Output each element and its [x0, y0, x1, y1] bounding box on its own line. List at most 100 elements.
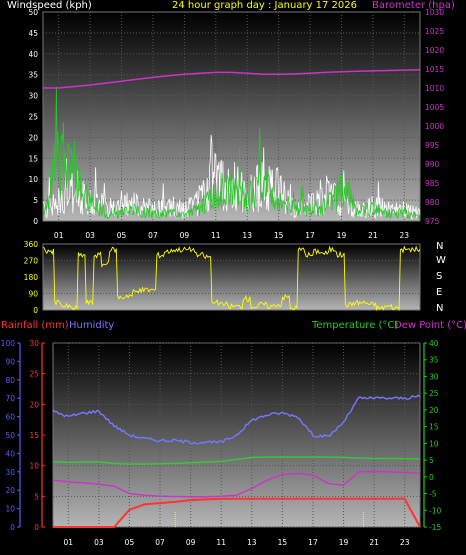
barometer-axis-title: Barometer (hpa) [372, 0, 455, 11]
temperature-axis-tick: 25 [429, 389, 439, 398]
direction-label-e: E [436, 287, 443, 298]
barometer-axis-tick: 1005 [425, 103, 444, 112]
barometer-axis-tick: 1030 [425, 8, 444, 17]
direction-axis-tick: 0 [33, 306, 38, 315]
direction-label-s: S [436, 271, 443, 282]
temperature-axis-tick: 20 [429, 406, 439, 415]
wind-axis-tick: 0 [33, 217, 38, 226]
wind-x-tick: 11 [211, 231, 221, 240]
rainfall-axis-tick: 10 [29, 462, 39, 471]
humidity-line [52, 394, 421, 445]
rain-x-tick: 03 [94, 538, 104, 547]
rainfall-axis-tick: 15 [29, 431, 39, 440]
temperature-axis-tick: 10 [429, 439, 439, 448]
windgust-line [42, 86, 421, 220]
barometer-axis-tick: 1015 [425, 65, 444, 74]
barometer-line [43, 69, 421, 89]
wind-x-tick: 07 [148, 231, 158, 240]
wind-direction-line [42, 245, 421, 312]
wind-x-tick: 05 [117, 231, 127, 240]
rainfall-axis-tick: 30 [29, 339, 39, 348]
temperature-axis-tick: 40 [429, 339, 439, 348]
humidity-axis-tick: 50 [5, 431, 15, 440]
wind-axis-tick: 45 [28, 29, 38, 38]
barometer-axis-tick: 975 [425, 217, 440, 226]
rain-x-tick: 09 [186, 538, 196, 547]
humidity-axis-tick: 70 [5, 394, 15, 403]
rain-x-tick: 11 [216, 538, 226, 547]
humidity-axis-tick: 20 [5, 486, 15, 495]
barometer-axis-tick: 990 [425, 160, 440, 169]
wind-axis-tick: 30 [28, 92, 38, 101]
rainfall-axis-title: Rainfall (mm) [1, 320, 69, 331]
wind-axis-tick: 40 [28, 50, 38, 59]
direction-axis-tick: 90 [28, 290, 38, 299]
wind-x-tick: 19 [337, 231, 347, 240]
barometer-axis-tick: 980 [425, 198, 440, 207]
humidity-axis-tick: 100 [1, 339, 16, 348]
barometer-axis-tick: 1000 [425, 122, 444, 131]
wind-axis-tick: 20 [28, 133, 38, 142]
barometer-axis-tick: 985 [425, 179, 440, 188]
dewpoint-line [52, 470, 420, 498]
temperature-axis-tick: 5 [429, 456, 434, 465]
rain-x-tick: 05 [125, 538, 135, 547]
humidity-axis-tick: 40 [5, 449, 15, 458]
temperature-axis-tick: 0 [429, 473, 434, 482]
barometer-axis-tick: 995 [425, 141, 440, 150]
temperature-line [53, 456, 420, 465]
temperature-axis-title: Temperature (°C) [312, 320, 399, 331]
rainfall-axis-tick: 5 [34, 492, 39, 501]
wind-axis-tick: 15 [28, 154, 38, 163]
temperature-axis-tick: -5 [429, 490, 437, 499]
wind-x-tick: 23 [400, 231, 410, 240]
rainfall-axis-tick: 0 [34, 523, 39, 532]
direction-plot-area [42, 243, 421, 311]
wind-axis-title: Windspeed (kph) [7, 0, 92, 11]
wind-x-tick: 21 [368, 231, 378, 240]
humidity-axis-tick: 90 [5, 357, 15, 366]
humidity-axis-tick: 30 [5, 468, 15, 477]
direction-label-n-top: N [436, 241, 444, 252]
wind-x-tick: 01 [54, 231, 64, 240]
temperature-axis-tick: -10 [429, 506, 441, 515]
wind-axis-tick: 5 [33, 196, 38, 205]
humidity-axis-tick: 60 [5, 413, 15, 422]
barometer-axis-tick: 1010 [425, 84, 444, 93]
humidity-axis-tick: 0 [10, 523, 15, 532]
wind-x-tick: 09 [180, 231, 190, 240]
rainfall-axis-tick: 25 [29, 370, 39, 379]
barometer-axis-tick: 1025 [425, 27, 444, 36]
rain-x-tick: 21 [369, 538, 379, 547]
wind-axis-tick: 50 [28, 8, 38, 17]
rain-x-tick: 07 [155, 538, 165, 547]
rain-x-tick: 19 [339, 538, 349, 547]
temperature-axis-tick: 15 [429, 423, 439, 432]
barometer-axis-tick: 1020 [425, 46, 444, 55]
chart-title: 24 hour graph day : January 17 2026 [172, 0, 357, 11]
rain-x-tick: 13 [247, 538, 257, 547]
humidity-axis-title: Humidity [69, 320, 115, 331]
humidity-axis-tick: 80 [5, 376, 15, 385]
wind-x-tick: 03 [85, 231, 95, 240]
wind-axis-tick: 35 [28, 71, 38, 80]
temperature-axis-tick: -15 [429, 523, 441, 532]
humidity-axis-tick: 10 [5, 505, 15, 514]
wind-axis-tick: 25 [28, 113, 38, 122]
direction-axis-tick: 360 [24, 240, 39, 249]
wind-x-tick: 15 [274, 231, 284, 240]
direction-axis-tick: 270 [24, 257, 39, 266]
temperature-axis-tick: 35 [429, 356, 439, 365]
rain-x-tick: 01 [64, 538, 74, 547]
rainfall-line [53, 497, 421, 528]
wind-x-tick: 17 [305, 231, 315, 240]
wind-axis-tick: 10 [28, 175, 38, 184]
direction-axis-tick: 180 [24, 273, 39, 282]
temperature-axis-tick: 30 [429, 372, 439, 381]
rain-x-tick: 23 [400, 538, 410, 547]
dewpoint-axis-title: Dew Point (°C) [394, 320, 466, 331]
rainfall-axis-tick: 20 [29, 400, 39, 409]
rain-x-tick: 15 [278, 538, 288, 547]
